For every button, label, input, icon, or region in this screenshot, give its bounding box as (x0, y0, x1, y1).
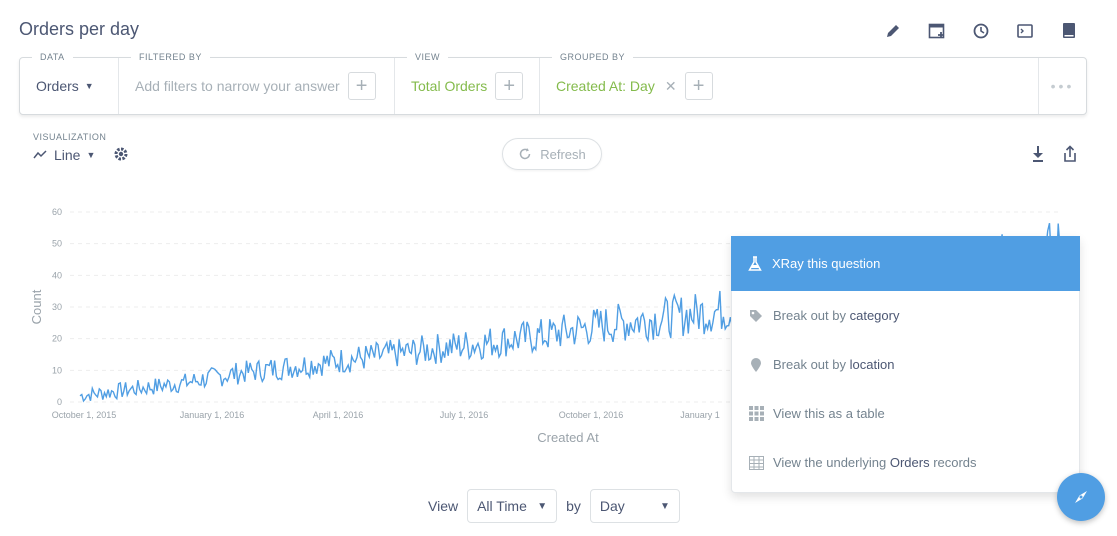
menu-item-field: location (849, 357, 895, 372)
remove-breakout-icon[interactable]: ✕ (664, 77, 677, 94)
compass-button[interactable] (1057, 473, 1105, 521)
gear-icon[interactable] (112, 145, 130, 168)
data-section[interactable]: DATA Orders ▼ (20, 52, 119, 114)
x-tick-label: April 1, 2016 (313, 410, 364, 420)
bookmark-icon[interactable] (1056, 18, 1082, 44)
visualization-picker[interactable]: Line ▼ (33, 147, 95, 163)
x-tick-label: July 1, 2016 (440, 410, 489, 420)
beaker-icon (747, 255, 763, 272)
view-as-table-item[interactable]: View this as a table (732, 389, 1079, 438)
breakout-value[interactable]: Created At: Day (556, 78, 655, 94)
menu-item-label: View this as a table (773, 406, 885, 421)
y-tick-label: 50 (52, 239, 62, 249)
download-icon[interactable] (1030, 145, 1046, 168)
menu-item-label: View the underlying (773, 455, 890, 470)
pin-icon (748, 357, 764, 373)
data-source[interactable]: Orders (36, 78, 79, 94)
sql-console-icon[interactable] (1012, 18, 1038, 44)
filter-placeholder[interactable]: Add filters to narrow your answer (135, 78, 340, 94)
menu-item-field: category (849, 308, 900, 323)
menu-item-field: Orders (889, 455, 930, 470)
xray-question-item[interactable]: XRay this question (731, 236, 1080, 291)
x-tick-label: October 1, 2016 (559, 410, 624, 420)
history-icon[interactable] (968, 18, 994, 44)
more-options-icon[interactable]: ••• (1050, 78, 1075, 94)
breakout-location-item[interactable]: Break out by location (732, 340, 1079, 389)
x-tick-label: October 1, 2015 (52, 410, 117, 420)
filter-caption: FILTERED BY (131, 52, 210, 62)
y-tick-label: 0 (57, 397, 62, 407)
x-tick-label: January 1 (680, 410, 720, 420)
chevron-down-icon: ▼ (659, 500, 670, 512)
compass-icon (1075, 491, 1087, 503)
chevron-down-icon: ▼ (537, 500, 548, 512)
time-range-value: All Time (477, 498, 527, 514)
time-range-select[interactable]: All Time ▼ (467, 489, 558, 523)
by-label: by (566, 498, 581, 514)
granularity-select[interactable]: Day ▼ (589, 489, 680, 523)
view-label: View (428, 498, 459, 514)
menu-item-label: XRay this question (772, 256, 881, 271)
y-axis-label: Count (29, 289, 44, 324)
view-section: VIEW Total Orders + (395, 52, 540, 114)
page-title: Orders per day (19, 19, 140, 39)
filter-section: FILTERED BY Add filters to narrow your a… (119, 52, 395, 114)
add-filter-button[interactable]: + (347, 72, 376, 100)
pencil-icon[interactable] (880, 18, 906, 44)
grid-icon (748, 406, 764, 422)
share-icon[interactable] (1062, 145, 1078, 168)
y-tick-label: 20 (52, 334, 62, 344)
y-tick-label: 10 (52, 365, 62, 375)
aggregation-value[interactable]: Total Orders (411, 78, 488, 94)
tag-icon (748, 308, 764, 324)
time-controls: View All Time ▼ by Day ▼ (428, 489, 680, 523)
data-caption: DATA (32, 52, 73, 62)
x-tick-label: January 1, 2016 (180, 410, 245, 420)
header-actions (880, 18, 1082, 44)
chevron-down-icon: ▼ (84, 81, 94, 91)
group-section: GROUPED BY Created At: Day ✕ + (540, 52, 1039, 114)
granularity-value: Day (599, 498, 625, 514)
query-builder: DATA Orders ▼ FILTERED BY Add filters to… (19, 52, 1087, 115)
line-chart-icon (33, 150, 47, 159)
breakout-category-item[interactable]: Break out by category (732, 291, 1079, 340)
group-caption: GROUPED BY (552, 52, 634, 62)
chevron-down-icon: ▼ (86, 150, 96, 160)
add-aggregation-button[interactable]: + (495, 72, 524, 100)
visualization-type: Line (54, 147, 81, 163)
table-icon (748, 455, 764, 471)
view-caption: VIEW (407, 52, 449, 62)
refresh-label: Refresh (540, 146, 586, 162)
y-tick-label: 40 (52, 270, 62, 280)
menu-item-label: Break out by (773, 308, 850, 323)
menu-item-suffix: records (929, 455, 977, 470)
add-breakout-button[interactable]: + (684, 72, 713, 100)
y-tick-label: 60 (52, 207, 62, 217)
x-axis-label: Created At (537, 430, 599, 445)
menu-item-label: Break out by (773, 357, 850, 372)
view-underlying-records-item[interactable]: View the underlying Orders records (732, 438, 1079, 487)
add-to-dashboard-icon[interactable] (924, 18, 950, 44)
action-menu: XRay this question Break out by category… (731, 236, 1080, 493)
refresh-icon (520, 148, 531, 160)
refresh-button[interactable]: Refresh (502, 138, 602, 170)
visualization-caption: VISUALIZATION (33, 132, 107, 142)
y-tick-label: 30 (52, 302, 62, 312)
